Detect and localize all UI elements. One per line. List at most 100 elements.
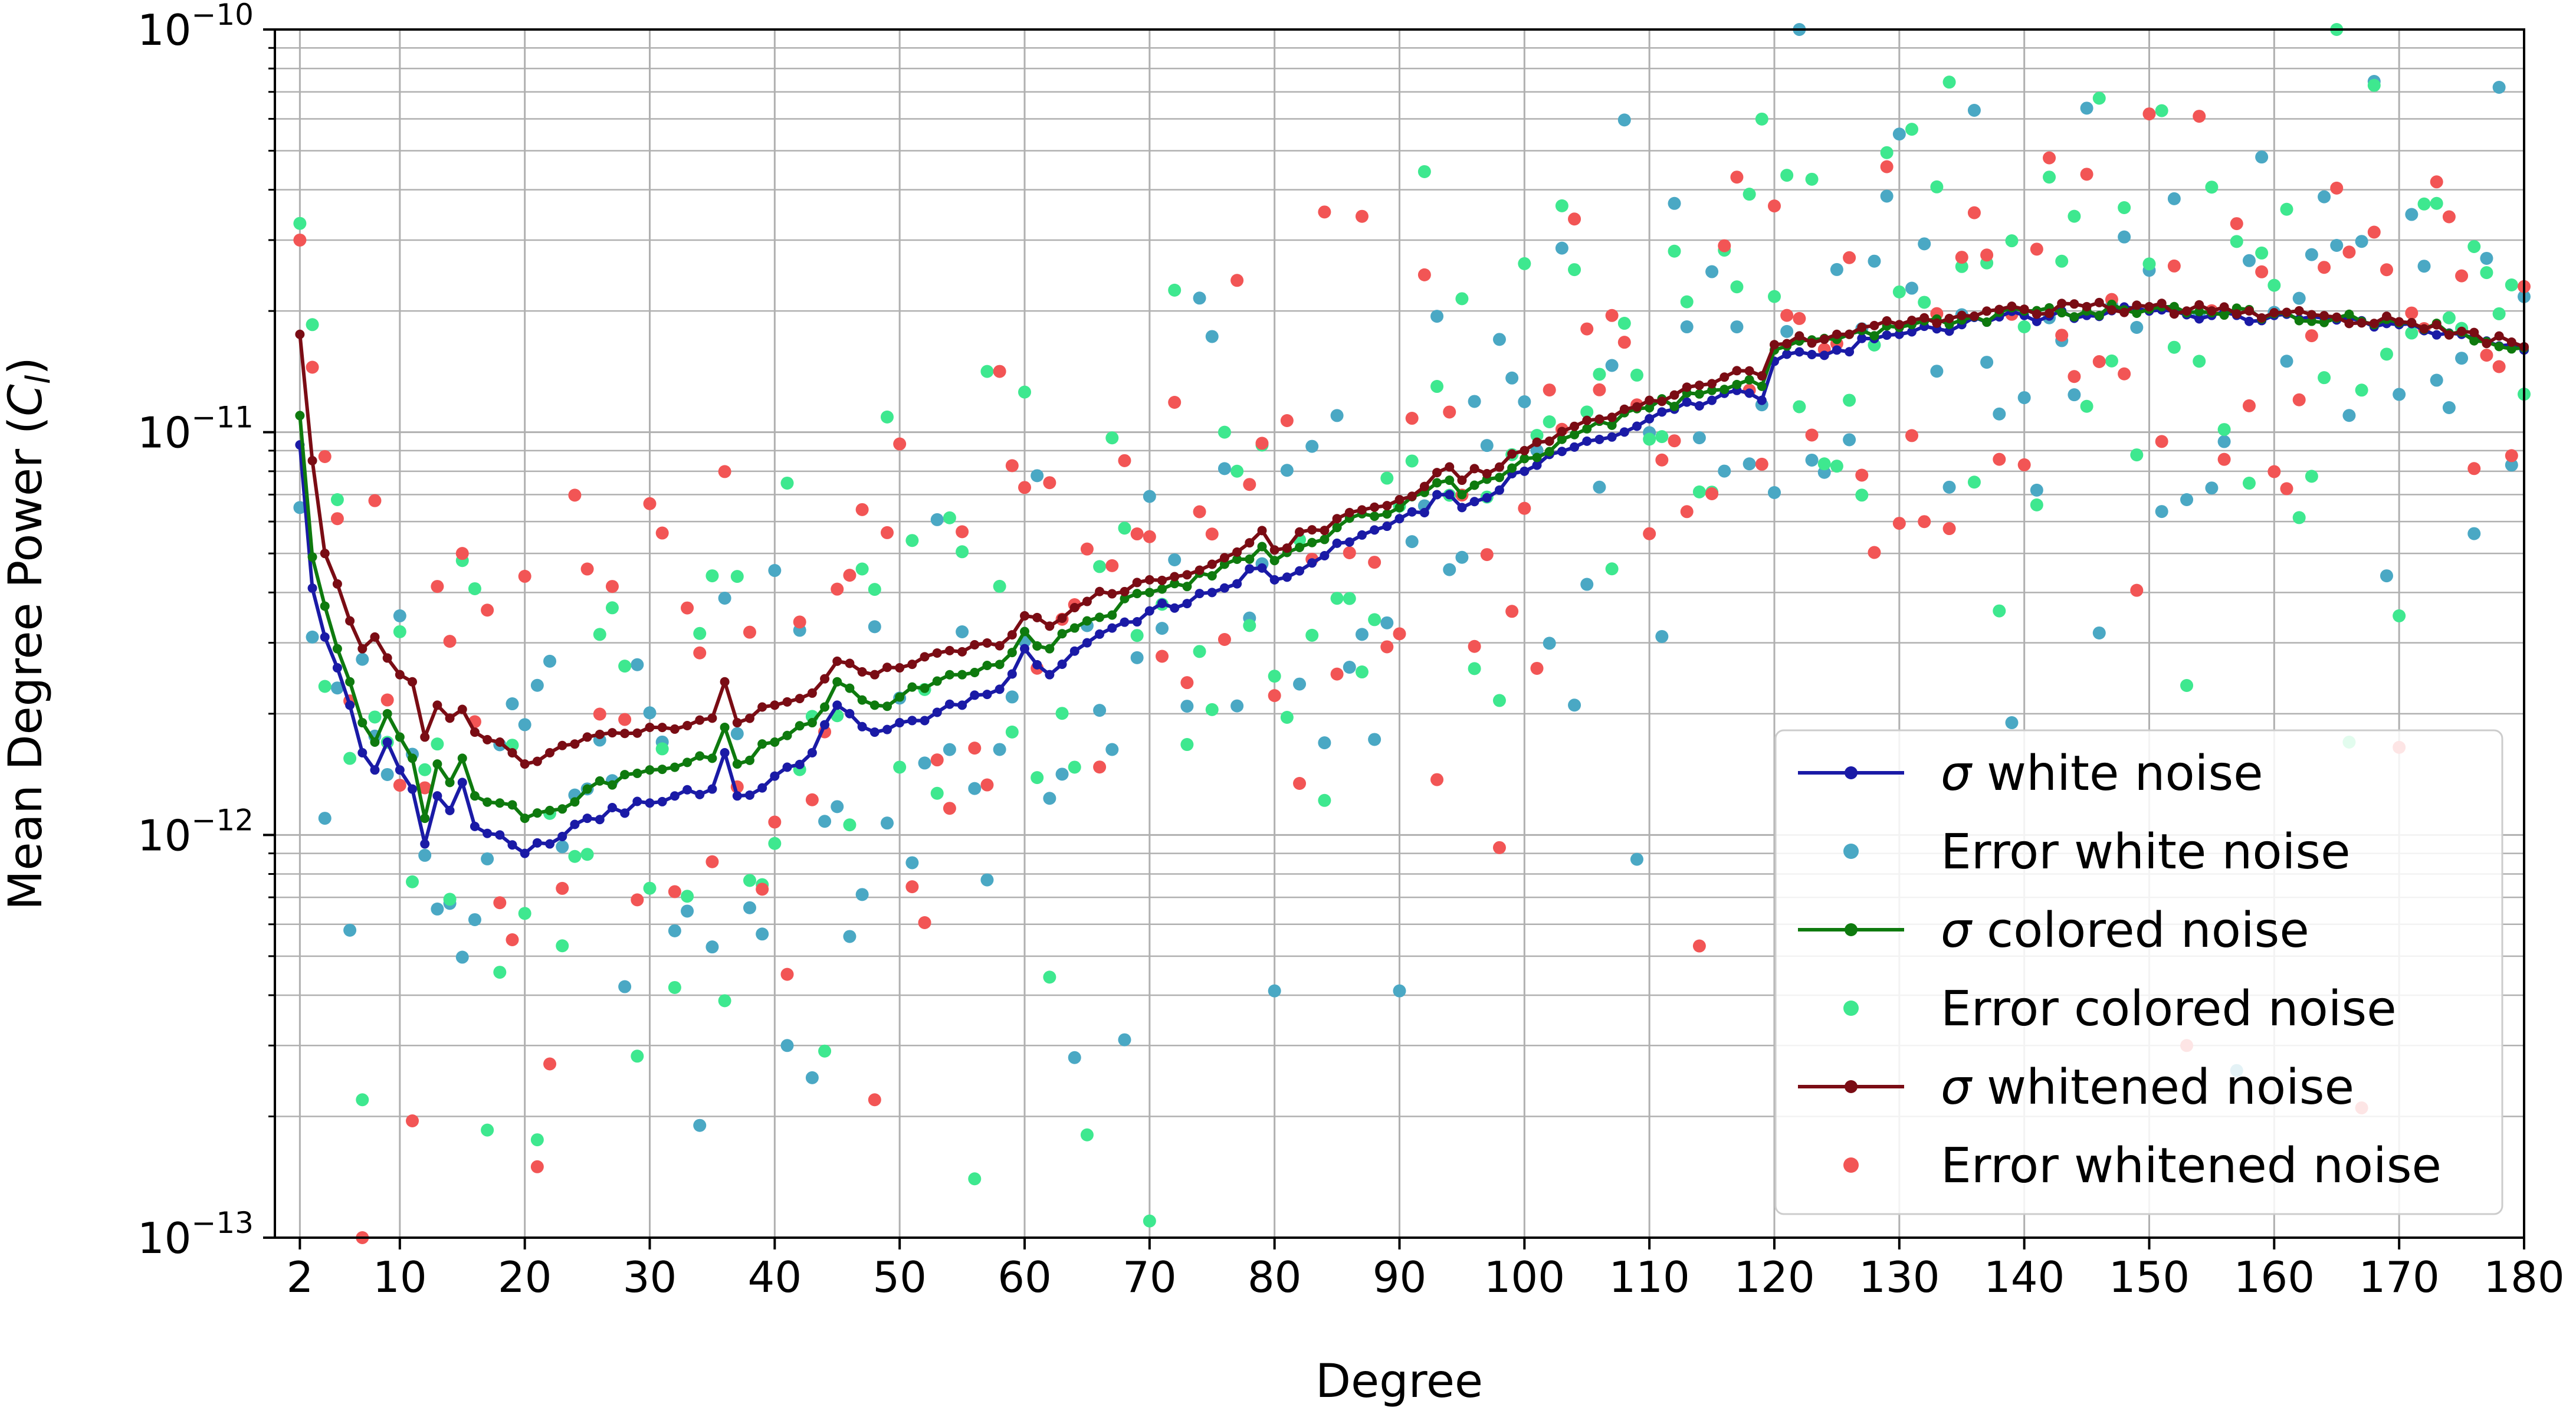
y-axis-title-prefix: Mean Degree Power (: [0, 416, 52, 910]
error-point: [1130, 527, 1144, 541]
series-marker: [1857, 333, 1867, 343]
error-point: [1080, 542, 1094, 556]
error-point: [293, 233, 307, 247]
series-marker: [1557, 447, 1567, 457]
series-marker: [1069, 646, 1079, 656]
series-marker: [632, 768, 642, 778]
error-point: [431, 737, 444, 751]
error-point: [2242, 477, 2256, 490]
error-point: [356, 1093, 369, 1107]
error-point: [918, 916, 931, 929]
error-point: [1980, 248, 1994, 262]
error-point: [1643, 432, 1656, 446]
error-point: [1468, 395, 1481, 408]
error-point: [418, 848, 432, 862]
series-marker: [457, 704, 467, 714]
error-point: [1393, 627, 1406, 641]
series-marker: [1707, 395, 1717, 405]
series-marker: [670, 724, 680, 734]
error-point: [1230, 699, 1244, 713]
error-point: [330, 493, 344, 507]
series-marker: [483, 797, 493, 807]
error-point: [905, 880, 919, 894]
error-point: [868, 1093, 881, 1107]
error-point: [1068, 760, 1081, 774]
series-marker: [1632, 402, 1642, 412]
error-point: [1942, 480, 1956, 494]
series-marker: [595, 776, 605, 786]
series-marker: [1170, 572, 1180, 582]
series-marker: [707, 753, 717, 763]
series-marker: [307, 455, 317, 465]
series-sigma-whitened-noise: [295, 297, 2529, 769]
error-point: [2367, 225, 2381, 239]
series-marker: [1407, 507, 1417, 517]
error-point: [2205, 481, 2219, 495]
legend-swatch-point: [1843, 1001, 1859, 1016]
error-point: [2030, 483, 2043, 497]
error-point: [1080, 1128, 1094, 1142]
series-marker: [307, 583, 317, 593]
series-marker: [1207, 559, 1217, 569]
error-point: [1892, 285, 1906, 299]
series-marker: [557, 804, 567, 814]
error-point: [1305, 439, 1319, 453]
error-point: [880, 410, 894, 424]
series-marker: [1570, 429, 1580, 439]
error-point: [530, 678, 544, 692]
error-point: [868, 620, 881, 634]
series-marker: [882, 724, 892, 734]
error-point: [2505, 449, 2518, 463]
error-point: [431, 902, 444, 916]
series-marker: [345, 700, 355, 710]
error-point: [1443, 405, 1456, 419]
error-point: [2280, 482, 2293, 496]
error-point: [1280, 414, 1294, 428]
series-marker: [620, 729, 630, 739]
series-marker: [332, 663, 342, 673]
series-marker: [1057, 614, 1067, 624]
error-point: [1543, 415, 1556, 428]
error-point: [1393, 984, 1406, 998]
x-tick-label: 40: [748, 1252, 802, 1302]
series-marker: [1020, 627, 1029, 637]
error-point: [956, 525, 969, 539]
series-marker: [1494, 473, 1504, 483]
series-marker: [2344, 319, 2354, 329]
error-point: [855, 562, 869, 576]
x-tick-label: 180: [2483, 1252, 2564, 1302]
error-point: [1455, 550, 1469, 564]
error-point: [1655, 453, 1669, 467]
series-marker: [1544, 436, 1554, 446]
series-marker: [657, 723, 667, 733]
error-point: [1330, 667, 1344, 681]
y-tick-label-exponent: −12: [191, 803, 254, 837]
error-point: [1330, 592, 1344, 605]
series-marker: [2494, 331, 2504, 341]
error-point: [330, 512, 344, 526]
error-point: [1255, 437, 1269, 450]
error-point: [1068, 1051, 1081, 1064]
series-marker: [295, 411, 305, 421]
legend-label-text: whitened noise: [1971, 1060, 2354, 1116]
series-marker: [1507, 463, 1517, 473]
series-marker: [832, 656, 842, 666]
error-point: [1130, 629, 1144, 642]
y-tick-label: 10−10: [137, 0, 254, 55]
error-point: [2242, 399, 2256, 412]
error-point: [2193, 110, 2206, 123]
series-marker: [432, 700, 442, 710]
error-point: [1218, 633, 1231, 647]
series-marker: [1295, 527, 1305, 537]
y-tick-label: 10−11: [137, 401, 254, 458]
series-marker: [1432, 490, 1442, 500]
error-point: [868, 583, 881, 596]
error-point: [780, 476, 794, 490]
legend-label: σ white noise: [1941, 746, 2263, 802]
error-point: [2305, 248, 2318, 261]
series-marker: [1257, 526, 1267, 536]
series-marker: [1245, 564, 1255, 574]
error-point: [1268, 670, 1281, 683]
error-point: [1093, 560, 1107, 573]
series-marker: [732, 791, 742, 801]
